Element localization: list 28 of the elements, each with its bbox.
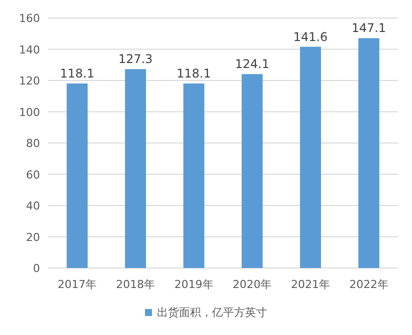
y-tick-label: 140 bbox=[19, 43, 40, 56]
bar bbox=[66, 83, 88, 268]
x-tick-label: 2022年 bbox=[349, 278, 388, 291]
data-label: 141.6 bbox=[293, 30, 328, 44]
y-tick-label: 120 bbox=[19, 74, 40, 88]
x-tick-label: 2018年 bbox=[116, 278, 155, 291]
bar bbox=[358, 38, 380, 268]
bar bbox=[125, 69, 146, 268]
y-tick-label: 80 bbox=[26, 137, 40, 150]
y-tick-label: 100 bbox=[19, 106, 40, 119]
bar bbox=[300, 46, 321, 268]
y-tick-label: 60 bbox=[26, 168, 40, 182]
data-label: 127.3 bbox=[118, 52, 153, 66]
x-tick-label: 2017年 bbox=[58, 278, 97, 291]
bar bbox=[183, 83, 204, 268]
data-label: 124.1 bbox=[234, 57, 270, 72]
y-tick-label: 20 bbox=[26, 230, 40, 244]
x-tick-label: 2021年 bbox=[291, 278, 330, 291]
y-tick-label: 40 bbox=[26, 200, 40, 212]
legend-label: 出货面积，亿平方英寸 bbox=[157, 306, 267, 319]
data-label: 118.1 bbox=[176, 66, 212, 80]
bar bbox=[242, 74, 263, 268]
data-label: 147.1 bbox=[352, 21, 386, 36]
data-label: 118.1 bbox=[60, 66, 94, 80]
x-tick-label: 2020年 bbox=[232, 278, 272, 291]
y-tick-label: 160 bbox=[19, 12, 40, 25]
y-tick-label: 0 bbox=[33, 262, 40, 275]
x-tick-label: 2019年 bbox=[174, 278, 214, 291]
